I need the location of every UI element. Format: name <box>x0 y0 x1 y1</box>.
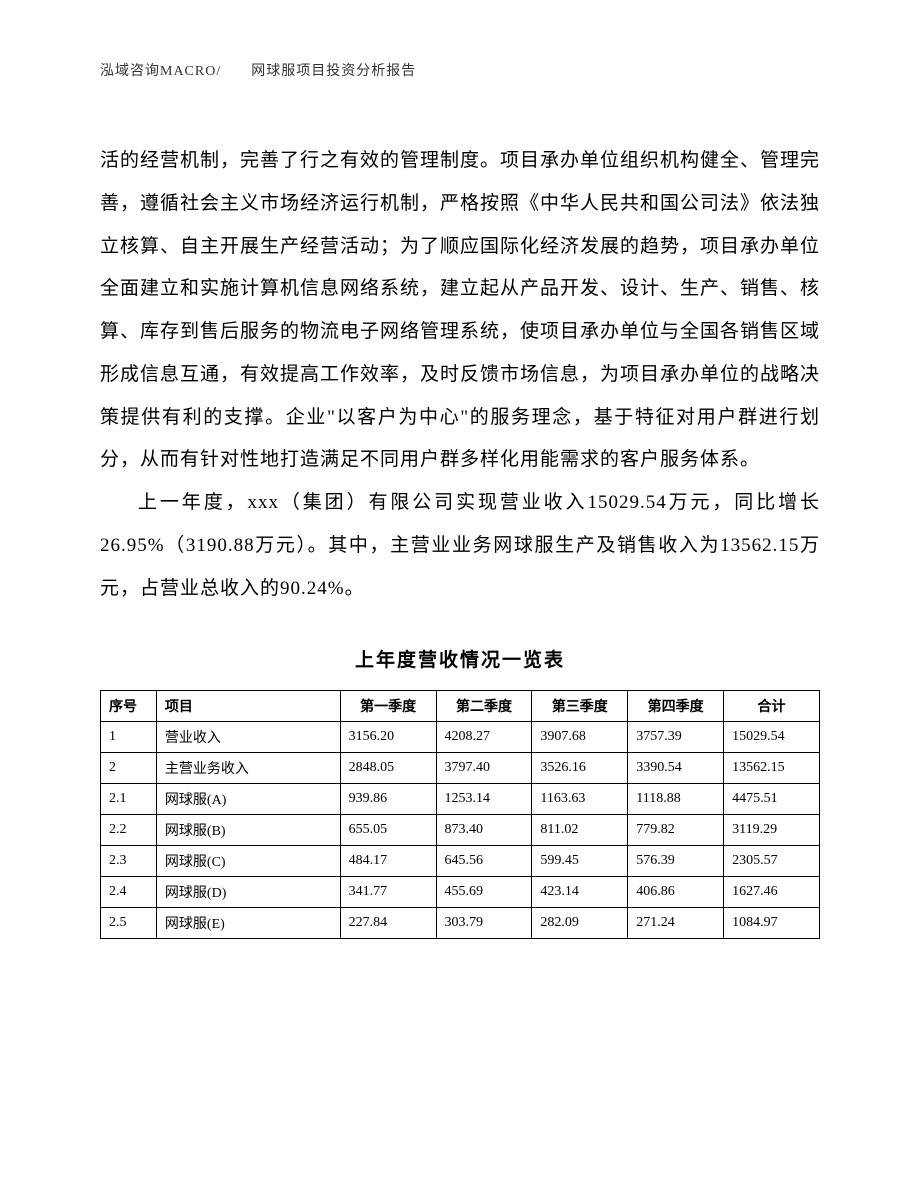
cell-q3: 599.45 <box>532 846 628 877</box>
cell-seq: 2.5 <box>101 908 157 939</box>
cell-q1: 3156.20 <box>340 722 436 753</box>
cell-seq: 2.4 <box>101 877 157 908</box>
col-header-q1: 第一季度 <box>340 691 436 722</box>
cell-q4: 1118.88 <box>628 784 724 815</box>
cell-item: 营业收入 <box>156 722 340 753</box>
cell-item: 网球服(B) <box>156 815 340 846</box>
cell-q4: 779.82 <box>628 815 724 846</box>
cell-q4: 3757.39 <box>628 722 724 753</box>
cell-seq: 1 <box>101 722 157 753</box>
cell-q3: 423.14 <box>532 877 628 908</box>
table-row: 1 营业收入 3156.20 4208.27 3907.68 3757.39 1… <box>101 722 820 753</box>
cell-item: 网球服(E) <box>156 908 340 939</box>
col-header-total: 合计 <box>724 691 820 722</box>
cell-total: 4475.51 <box>724 784 820 815</box>
table-title: 上年度营收情况一览表 <box>100 645 820 672</box>
table-row: 2.4 网球服(D) 341.77 455.69 423.14 406.86 1… <box>101 877 820 908</box>
cell-q1: 939.86 <box>340 784 436 815</box>
cell-q4: 406.86 <box>628 877 724 908</box>
cell-item: 网球服(A) <box>156 784 340 815</box>
cell-q2: 455.69 <box>436 877 532 908</box>
cell-q4: 576.39 <box>628 846 724 877</box>
cell-q3: 3526.16 <box>532 753 628 784</box>
cell-total: 1627.46 <box>724 877 820 908</box>
col-header-q2: 第二季度 <box>436 691 532 722</box>
cell-q1: 2848.05 <box>340 753 436 784</box>
table-row: 2.1 网球服(A) 939.86 1253.14 1163.63 1118.8… <box>101 784 820 815</box>
cell-q2: 873.40 <box>436 815 532 846</box>
cell-seq: 2 <box>101 753 157 784</box>
col-header-seq: 序号 <box>101 691 157 722</box>
cell-total: 13562.15 <box>724 753 820 784</box>
cell-seq: 2.3 <box>101 846 157 877</box>
cell-q1: 341.77 <box>340 877 436 908</box>
table-row: 2 主营业务收入 2848.05 3797.40 3526.16 3390.54… <box>101 753 820 784</box>
col-header-item: 项目 <box>156 691 340 722</box>
cell-q3: 811.02 <box>532 815 628 846</box>
cell-item: 网球服(C) <box>156 846 340 877</box>
cell-total: 3119.29 <box>724 815 820 846</box>
cell-item: 主营业务收入 <box>156 753 340 784</box>
cell-total: 2305.57 <box>724 846 820 877</box>
cell-q3: 3907.68 <box>532 722 628 753</box>
table-row: 2.3 网球服(C) 484.17 645.56 599.45 576.39 2… <box>101 846 820 877</box>
cell-q4: 3390.54 <box>628 753 724 784</box>
page-header: 泓域咨询MACRO/ 网球服项目投资分析报告 <box>100 60 820 80</box>
revenue-table: 序号 项目 第一季度 第二季度 第三季度 第四季度 合计 1 营业收入 3156… <box>100 690 820 939</box>
cell-q2: 1253.14 <box>436 784 532 815</box>
table-row: 2.2 网球服(B) 655.05 873.40 811.02 779.82 3… <box>101 815 820 846</box>
body-paragraph-1: 活的经营机制，完善了行之有效的管理制度。项目承办单位组织机构健全、管理完善，遵循… <box>100 140 820 482</box>
table-header-row: 序号 项目 第一季度 第二季度 第三季度 第四季度 合计 <box>101 691 820 722</box>
cell-q4: 271.24 <box>628 908 724 939</box>
cell-q1: 484.17 <box>340 846 436 877</box>
cell-item: 网球服(D) <box>156 877 340 908</box>
cell-q3: 282.09 <box>532 908 628 939</box>
col-header-q3: 第三季度 <box>532 691 628 722</box>
cell-q2: 303.79 <box>436 908 532 939</box>
cell-q2: 3797.40 <box>436 753 532 784</box>
cell-seq: 2.1 <box>101 784 157 815</box>
cell-q2: 4208.27 <box>436 722 532 753</box>
cell-total: 1084.97 <box>724 908 820 939</box>
table-row: 2.5 网球服(E) 227.84 303.79 282.09 271.24 1… <box>101 908 820 939</box>
body-paragraph-2: 上一年度，xxx（集团）有限公司实现营业收入15029.54万元，同比增长26.… <box>100 482 820 610</box>
col-header-q4: 第四季度 <box>628 691 724 722</box>
cell-q1: 227.84 <box>340 908 436 939</box>
cell-q1: 655.05 <box>340 815 436 846</box>
cell-total: 15029.54 <box>724 722 820 753</box>
cell-q2: 645.56 <box>436 846 532 877</box>
cell-q3: 1163.63 <box>532 784 628 815</box>
cell-seq: 2.2 <box>101 815 157 846</box>
